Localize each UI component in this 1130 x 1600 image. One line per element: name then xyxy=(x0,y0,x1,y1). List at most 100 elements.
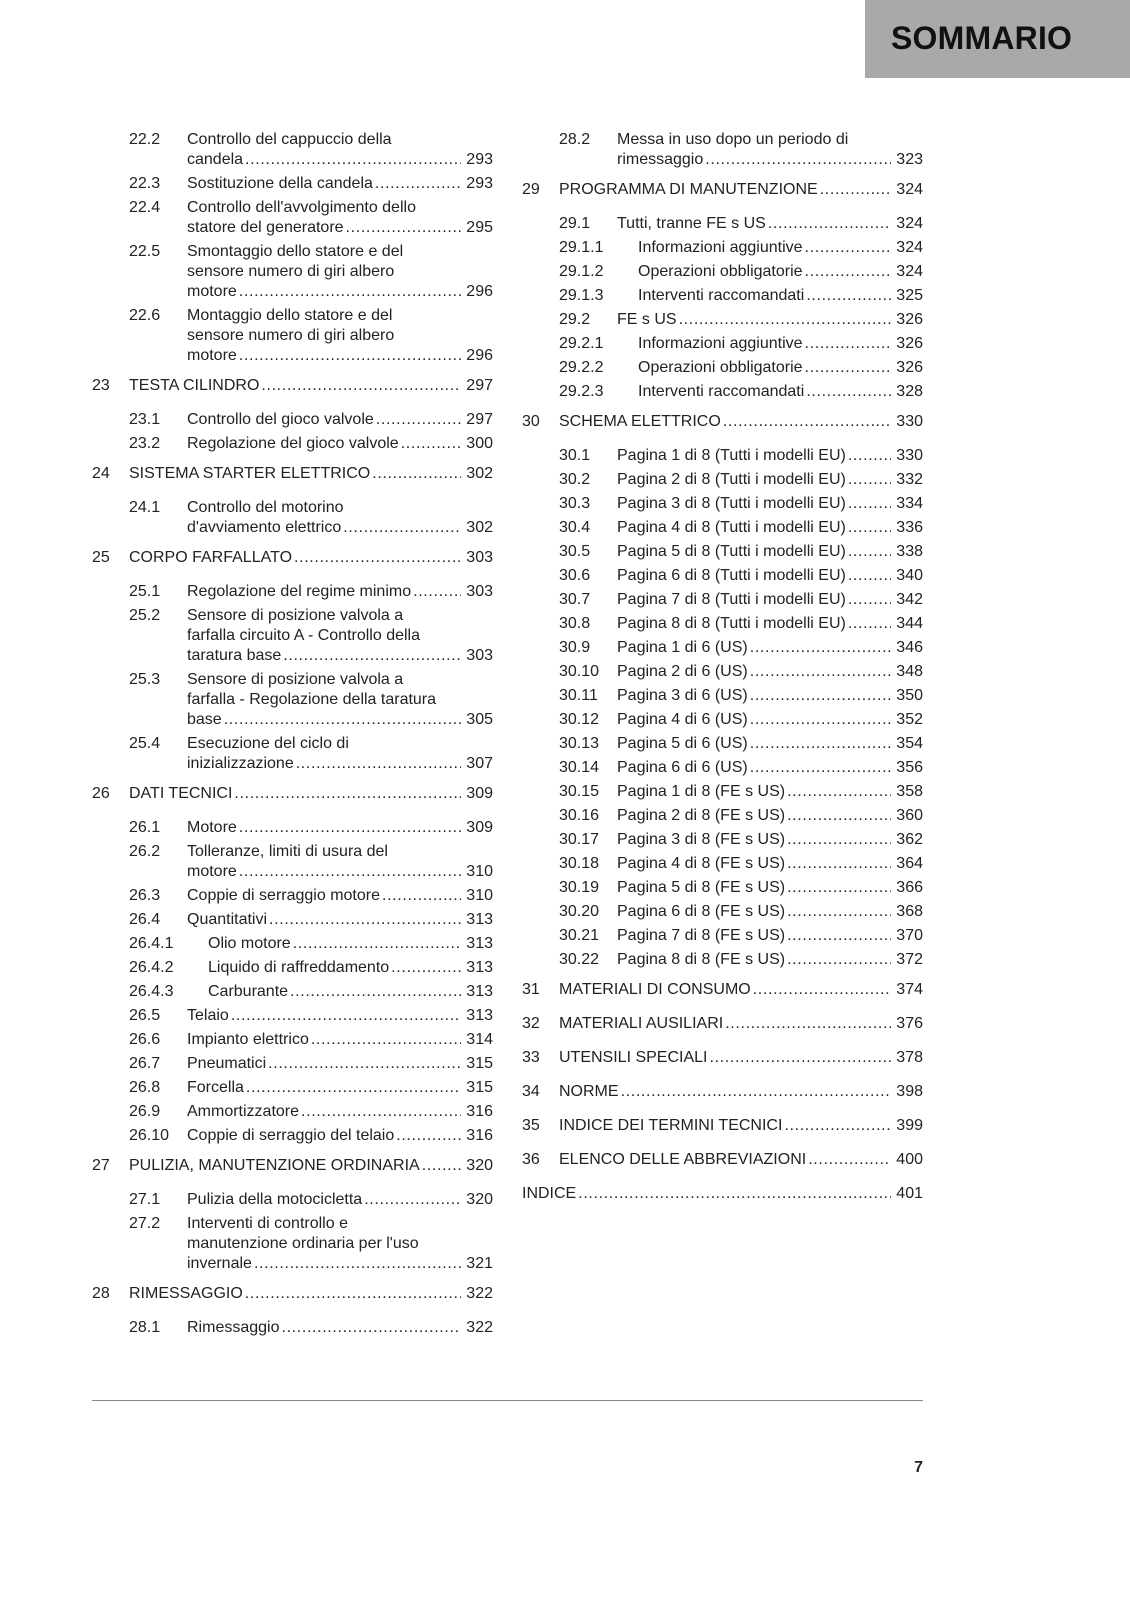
entry-number: 27.2 xyxy=(129,1215,161,1232)
toc-entry[interactable]: 22.3 Sostituzione della candela 293 xyxy=(92,174,493,194)
toc-entry[interactable]: 26.4.2 Liquido di raffreddamento 313 xyxy=(92,958,493,978)
toc-entry[interactable]: 30.13 Pagina 5 di 6 (US) 354 xyxy=(522,734,923,754)
toc-entry[interactable]: 30.2 Pagina 2 di 8 (Tutti i modelli EU) 33… xyxy=(522,470,923,490)
toc-entry[interactable]: 25.4 Esecuzione del ciclo di inizializzazi… xyxy=(92,734,493,774)
toc-entry[interactable]: 30.11 Pagina 3 di 6 (US) 350 xyxy=(522,686,923,706)
toc-chapter-entry[interactable]: 28 RIMESSAGGIO 322 xyxy=(92,1284,493,1304)
toc-entry[interactable]: 30.1 Pagina 1 di 8 (Tutti i modelli EU) 33… xyxy=(522,446,923,466)
entry-title-line: PULIZIA, MANUTENZIONE ORDINARIA xyxy=(129,1157,420,1174)
toc-chapter-entry[interactable]: 23 TESTA CILINDRO 297 xyxy=(92,376,493,396)
toc-entry[interactable]: 22.5 Smontaggio dello statore e del sensor… xyxy=(92,242,493,302)
entry-number: 30.12 xyxy=(559,711,600,728)
dot-leader xyxy=(848,518,891,538)
toc-entry[interactable]: 29.2.1 Informazioni aggiuntive 326 xyxy=(522,334,923,354)
entry-title-line: Pagina 8 di 8 (FE s US) xyxy=(617,951,786,968)
toc-entry[interactable]: 30.19 Pagina 5 di 8 (FE s US) 366 xyxy=(522,878,923,898)
toc-entry[interactable]: 30.22 Pagina 8 di 8 (FE s US) 372 xyxy=(522,950,923,970)
toc-entry[interactable]: 23.2 Regolazione del gioco valvole 300 xyxy=(92,434,493,454)
entry-number: 26.6 xyxy=(129,1031,161,1048)
toc-chapter-entry[interactable]: 35 INDICE DEI TERMINI TECNICI 399 xyxy=(522,1116,923,1136)
entry-page-number: 303 xyxy=(466,647,493,664)
entry-number: 36 xyxy=(522,1151,540,1168)
toc-entry[interactable]: 30.20 Pagina 6 di 8 (FE s US) 368 xyxy=(522,902,923,922)
toc-entry[interactable]: 30.7 Pagina 7 di 8 (Tutti i modelli EU) 34… xyxy=(522,590,923,610)
toc-entry[interactable]: 26.5 Telaio 313 xyxy=(92,1006,493,1026)
toc-entry[interactable]: 30.3 Pagina 3 di 8 (Tutti i modelli EU) 33… xyxy=(522,494,923,514)
toc-entry[interactable]: 22.4 Controllo dell'avvolgimento dello sta… xyxy=(92,198,493,238)
toc-entry[interactable]: 25.2 Sensore di posizione valvola a farfal… xyxy=(92,606,493,666)
toc-entry[interactable]: 25.1 Regolazione del regime minimo 303 xyxy=(92,582,493,602)
toc-entry[interactable]: 26.4 Quantitativi 313 xyxy=(92,910,493,930)
toc-entry[interactable]: 30.9 Pagina 1 di 6 (US) 346 xyxy=(522,638,923,658)
toc-chapter-entry[interactable]: 31 MATERIALI DI CONSUMO 374 xyxy=(522,980,923,1000)
entry-page-number: 296 xyxy=(466,347,493,364)
toc-entry[interactable]: 26.2 Tolleranze, limiti di usura del motor… xyxy=(92,842,493,882)
toc-chapter-entry[interactable]: 36 ELENCO DELLE ABBREVIAZIONI 400 xyxy=(522,1150,923,1170)
entry-number: 22.4 xyxy=(129,199,161,216)
entry-page-number: 297 xyxy=(466,377,493,394)
toc-entry[interactable]: 28.2 Messa in uso dopo un periodo di rimes… xyxy=(522,130,923,170)
toc-entry[interactable]: 26.1 Motore 309 xyxy=(92,818,493,838)
toc-entry[interactable]: 26.4.1 Olio motore 313 xyxy=(92,934,493,954)
toc-entry[interactable]: 30.17 Pagina 3 di 8 (FE s US) 362 xyxy=(522,830,923,850)
entry-title-line: Quantitativi xyxy=(187,911,268,928)
toc-entry[interactable]: 25.3 Sensore di posizione valvola a farfal… xyxy=(92,670,493,730)
toc-entry[interactable]: 29.1 Tutti, tranne FE s US 324 xyxy=(522,214,923,234)
toc-entry[interactable]: 29.2.2 Operazioni obbligatorie 326 xyxy=(522,358,923,378)
toc-entry[interactable]: 26.6 Impianto elettrico 314 xyxy=(92,1030,493,1050)
toc-entry[interactable]: 26.4.3 Carburante 313 xyxy=(92,982,493,1002)
dot-leader xyxy=(805,334,891,354)
toc-entry[interactable]: 30.15 Pagina 1 di 8 (FE s US) 358 xyxy=(522,782,923,802)
toc-entry[interactable]: 27.2 Interventi di controllo e manutenzion… xyxy=(92,1214,493,1274)
entry-page-number: 315 xyxy=(466,1079,493,1096)
toc-chapter-entry[interactable]: 26 DATI TECNICI 309 xyxy=(92,784,493,804)
toc-entry[interactable]: 30.5 Pagina 5 di 8 (Tutti i modelli EU) 33… xyxy=(522,542,923,562)
toc-entry[interactable]: 29.1.2 Operazioni obbligatorie 324 xyxy=(522,262,923,282)
toc-chapter-entry[interactable]: 30 SCHEMA ELETTRICO 330 xyxy=(522,412,923,432)
toc-chapter-entry[interactable]: 24 SISTEMA STARTER ELETTRICO 302 xyxy=(92,464,493,484)
toc-entry[interactable]: 30.6 Pagina 6 di 8 (Tutti i modelli EU) 34… xyxy=(522,566,923,586)
entry-title-line: Tutti, tranne FE s US xyxy=(617,215,766,232)
toc-chapter-entry[interactable]: INDICE 401 xyxy=(522,1184,923,1204)
entry-title-line: Operazioni obbligatorie xyxy=(638,359,803,376)
toc-entry[interactable]: 26.7 Pneumatici 315 xyxy=(92,1054,493,1074)
toc-chapter-entry[interactable]: 27 PULIZIA, MANUTENZIONE ORDINARIA 320 xyxy=(92,1156,493,1176)
toc-entry[interactable]: 26.3 Coppie di serraggio motore 310 xyxy=(92,886,493,906)
toc-chapter-entry[interactable]: 25 CORPO FARFALLATO 303 xyxy=(92,548,493,568)
toc-entry[interactable]: 26.10 Coppie di serraggio del telaio 316 xyxy=(92,1126,493,1146)
toc-entry[interactable]: 29.1.1 Informazioni aggiuntive 324 xyxy=(522,238,923,258)
toc-entry[interactable]: 30.16 Pagina 2 di 8 (FE s US) 360 xyxy=(522,806,923,826)
toc-entry[interactable]: 28.1 Rimessaggio 322 xyxy=(92,1318,493,1338)
toc-entry[interactable]: 26.9 Ammortizzatore 316 xyxy=(92,1102,493,1122)
toc-entry[interactable]: 30.12 Pagina 4 di 6 (US) 352 xyxy=(522,710,923,730)
toc-entry[interactable]: 26.8 Forcella 315 xyxy=(92,1078,493,1098)
toc-entry[interactable]: 23.1 Controllo del gioco valvole 297 xyxy=(92,410,493,430)
dot-leader xyxy=(268,1054,461,1074)
toc-entry[interactable]: 27.1 Pulizia della motocicletta 320 xyxy=(92,1190,493,1210)
toc-chapter-entry[interactable]: 29 PROGRAMMA DI MANUTENZIONE 324 xyxy=(522,180,923,200)
toc-entry[interactable]: 30.4 Pagina 4 di 8 (Tutti i modelli EU) 33… xyxy=(522,518,923,538)
entry-number: 30.15 xyxy=(559,783,600,800)
entry-title-line: SCHEMA ELETTRICO xyxy=(559,413,721,430)
toc-entry[interactable]: 22.2 Controllo del cappuccio della candela… xyxy=(92,130,493,170)
toc-chapter-entry[interactable]: 34 NORME 398 xyxy=(522,1082,923,1102)
toc-entry[interactable]: 29.2 FE s US 326 xyxy=(522,310,923,330)
toc-entry[interactable]: 30.18 Pagina 4 di 8 (FE s US) 364 xyxy=(522,854,923,874)
entry-number: 29.1 xyxy=(559,215,591,232)
toc-chapter-entry[interactable]: 33 UTENSILI SPECIALI 378 xyxy=(522,1048,923,1068)
toc-entry[interactable]: 30.10 Pagina 2 di 6 (US) 348 xyxy=(522,662,923,682)
toc-chapter-entry[interactable]: 32 MATERIALI AUSILIARI 376 xyxy=(522,1014,923,1034)
toc-entry[interactable]: 29.2.3 Interventi raccomandati 328 xyxy=(522,382,923,402)
dot-leader xyxy=(848,446,891,466)
toc-entry[interactable]: 30.21 Pagina 7 di 8 (FE s US) 370 xyxy=(522,926,923,946)
entry-title-line: Telaio xyxy=(187,1007,229,1024)
toc-entry[interactable]: 22.6 Montaggio dello statore e del sensore… xyxy=(92,306,493,366)
entry-page-number: 305 xyxy=(466,711,493,728)
toc-entry[interactable]: 24.1 Controllo del motorino d'avviamento e… xyxy=(92,498,493,538)
entry-page-number: 368 xyxy=(896,903,923,920)
toc-entry[interactable]: 29.1.3 Interventi raccomandati 325 xyxy=(522,286,923,306)
entry-title-line: Motore xyxy=(187,819,237,836)
toc-entry[interactable]: 30.8 Pagina 8 di 8 (Tutti i modelli EU) 34… xyxy=(522,614,923,634)
entry-number: 30.14 xyxy=(559,759,600,776)
toc-entry[interactable]: 30.14 Pagina 6 di 6 (US) 356 xyxy=(522,758,923,778)
